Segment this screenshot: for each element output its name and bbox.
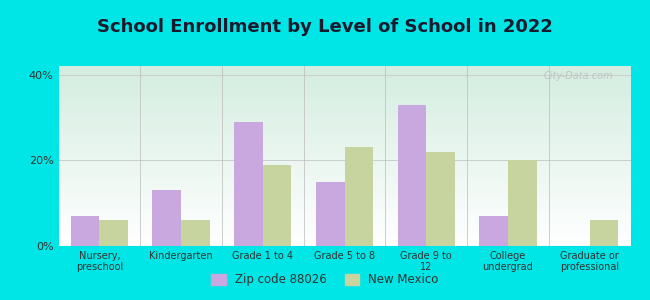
- Bar: [71, 216, 99, 246]
- Bar: [316, 182, 344, 246]
- Text: City-Data.com: City-Data.com: [543, 71, 614, 81]
- Bar: [234, 122, 263, 246]
- Bar: [508, 160, 536, 246]
- Bar: [479, 216, 508, 246]
- Bar: [153, 190, 181, 246]
- Bar: [398, 105, 426, 246]
- Bar: [590, 220, 618, 246]
- Bar: [263, 165, 291, 246]
- Bar: [99, 220, 128, 246]
- Bar: [344, 147, 373, 246]
- Bar: [426, 152, 455, 246]
- Text: School Enrollment by Level of School in 2022: School Enrollment by Level of School in …: [97, 18, 553, 36]
- Legend: Zip code 88026, New Mexico: Zip code 88026, New Mexico: [207, 269, 443, 291]
- Bar: [181, 220, 210, 246]
